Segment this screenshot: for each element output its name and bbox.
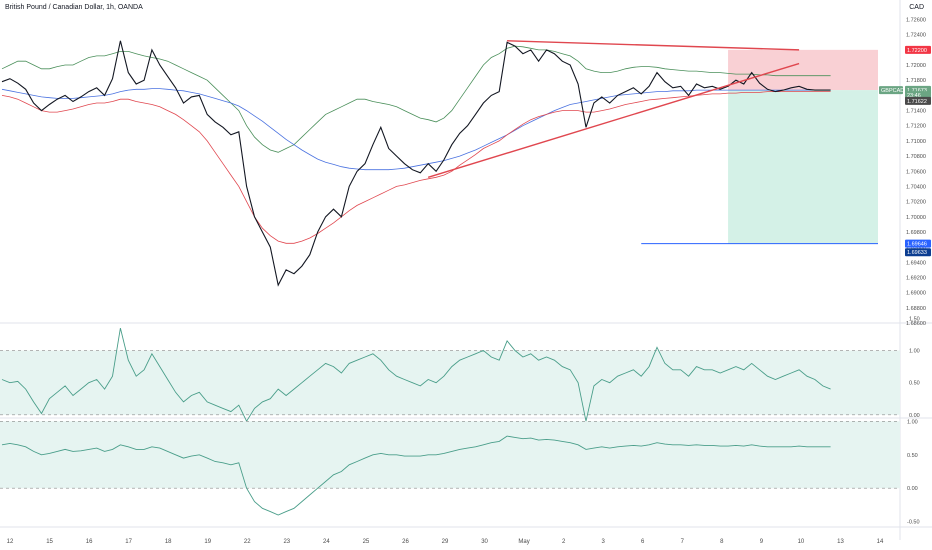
oscillator-2-band bbox=[0, 421, 900, 489]
overlay-line-0 bbox=[1, 45, 831, 153]
price-tick-label: 1.70000 bbox=[906, 215, 926, 221]
price-tick-label: 1.69600 bbox=[906, 245, 926, 251]
time-tick-label: 7 bbox=[681, 539, 685, 545]
time-tick-label: 2 bbox=[562, 539, 566, 545]
price-tick-label: 1.70200 bbox=[906, 200, 926, 206]
time-tick-label: 24 bbox=[323, 539, 330, 545]
overlay-line-2 bbox=[1, 91, 831, 244]
price-label-text: 23:46 bbox=[907, 93, 921, 99]
price-label-text: 1.72200 bbox=[907, 48, 927, 54]
stop-loss-zone bbox=[728, 49, 878, 91]
time-tick-label: 16 bbox=[86, 539, 93, 545]
price-tick-label: 1.69000 bbox=[906, 291, 926, 297]
currency-label: CAD bbox=[909, 4, 924, 11]
time-tick-label: 14 bbox=[877, 539, 884, 545]
price-tick-label: 1.70600 bbox=[906, 169, 926, 175]
oscillator-2-tick-label: 1.00 bbox=[907, 419, 918, 425]
price-tick-label: 1.69800 bbox=[906, 230, 926, 236]
chart-title: British Pound / Canadian Dollar, 1h, OAN… bbox=[5, 4, 143, 11]
time-tick-label: 18 bbox=[165, 539, 172, 545]
oscillator-1-tick-label: 0.00 bbox=[909, 413, 920, 419]
price-tick-label: 1.69400 bbox=[906, 260, 926, 266]
price-label-text: GBPCAD bbox=[881, 88, 904, 94]
price-series-line bbox=[1, 40, 831, 287]
oscillator-2-tick-label: 0.00 bbox=[907, 486, 918, 492]
price-tick-label: 1.71200 bbox=[906, 124, 926, 130]
oscillator-1-line bbox=[1, 327, 831, 423]
price-tick-label: 1.68600 bbox=[906, 321, 926, 327]
time-tick-label: 12 bbox=[7, 539, 14, 545]
price-label-badge bbox=[905, 96, 931, 105]
oscillator-2-tick-label: -0.50 bbox=[907, 520, 920, 526]
price-tick-label: 1.71000 bbox=[906, 139, 926, 145]
trendline-1 bbox=[427, 62, 800, 178]
oscillator-2-tick-label: 0.50 bbox=[907, 453, 918, 459]
time-tick-label: 8 bbox=[720, 539, 724, 545]
time-tick-label: 23 bbox=[283, 539, 290, 545]
time-tick-label: 17 bbox=[125, 539, 132, 545]
time-tick-label: 10 bbox=[798, 539, 805, 545]
price-label-badge bbox=[905, 45, 931, 54]
time-tick-label: 30 bbox=[481, 539, 488, 545]
take-profit-zone bbox=[728, 90, 878, 244]
price-tick-label: 1.72600 bbox=[906, 18, 926, 24]
price-label-text: 1.69646 bbox=[907, 242, 927, 248]
price-label-text: 1.71673 bbox=[907, 88, 927, 94]
price-tick-label: 1.69200 bbox=[906, 275, 926, 281]
price-label-badge bbox=[905, 248, 931, 257]
oscillator-2-line bbox=[1, 435, 831, 516]
oscillator-1-band bbox=[0, 350, 900, 415]
price-label-badge bbox=[905, 239, 931, 248]
price-label-text: 1.69633 bbox=[907, 250, 927, 256]
time-tick-label: 3 bbox=[602, 539, 606, 545]
time-tick-label: 26 bbox=[402, 539, 409, 545]
time-tick-label: May bbox=[518, 539, 529, 545]
time-tick-label: 13 bbox=[837, 539, 844, 545]
price-tick-label: 1.71800 bbox=[906, 78, 926, 84]
time-tick-label: 9 bbox=[760, 539, 764, 545]
time-tick-label: 6 bbox=[641, 539, 645, 545]
oscillator-1-tick-label: 1.00 bbox=[909, 349, 920, 355]
oscillator-1-tick-label: 0.50 bbox=[909, 381, 920, 387]
time-tick-label: 19 bbox=[204, 539, 211, 545]
overlay-line-1 bbox=[1, 88, 831, 171]
oscillator-1-tick-label: 1.50 bbox=[909, 316, 920, 322]
time-tick-label: 15 bbox=[46, 539, 53, 545]
price-tick-label: 1.72400 bbox=[906, 33, 926, 39]
trendline-0 bbox=[507, 40, 800, 51]
price-tick-label: 1.70800 bbox=[906, 154, 926, 160]
price-tick-label: 1.68800 bbox=[906, 306, 926, 312]
price-tick-label: 1.71400 bbox=[906, 109, 926, 115]
price-tick-label: 1.70400 bbox=[906, 184, 926, 190]
time-tick-label: 25 bbox=[363, 539, 370, 545]
price-tick-label: 1.72000 bbox=[906, 63, 926, 69]
price-label-badge bbox=[879, 86, 903, 95]
price-label-text: 1.71622 bbox=[907, 99, 927, 105]
time-tick-label: 29 bbox=[442, 539, 449, 545]
time-tick-label: 22 bbox=[244, 539, 251, 545]
